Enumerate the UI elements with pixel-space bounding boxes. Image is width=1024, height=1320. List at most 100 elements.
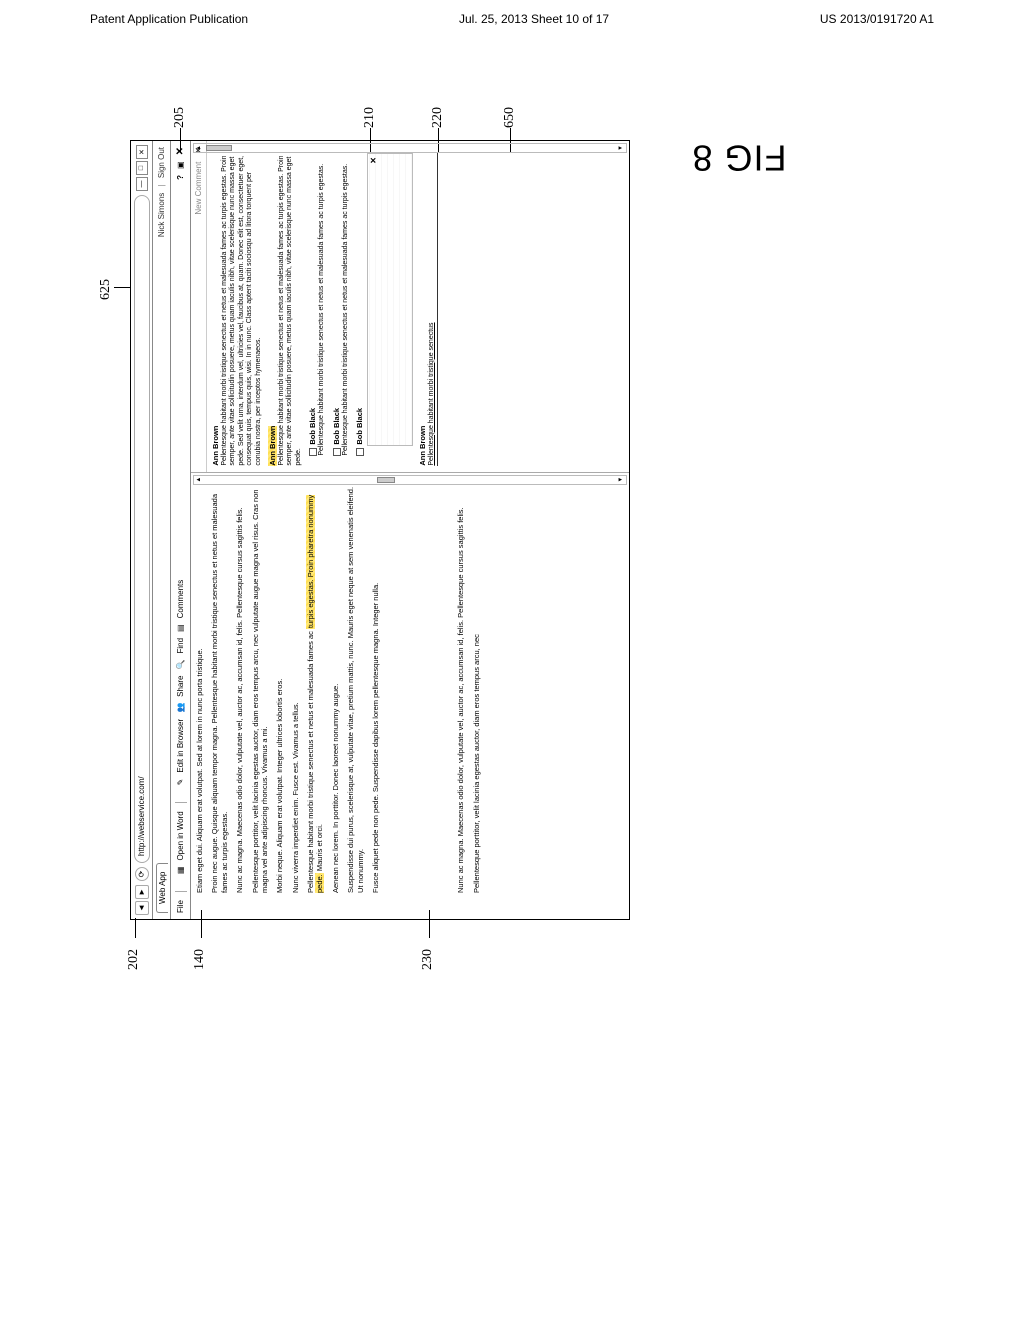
- comment-item[interactable]: Bob BlackPellentesque habitant morbi tri…: [308, 153, 326, 456]
- close-button[interactable]: ✕: [136, 145, 148, 159]
- comment-item[interactable]: Ann BrownPellentesque habitant morbi tri…: [268, 153, 303, 466]
- user-line: Nick Simons | Sign Out: [157, 147, 166, 237]
- share-icon: 👥: [176, 703, 185, 713]
- callout-625: 625: [98, 279, 114, 300]
- comment-item[interactable]: Ann BrownPellentesque habitant morbi tri…: [418, 153, 438, 466]
- doc-p2: Proin nec augue. Quisque aliquam tempor …: [210, 483, 229, 893]
- reply-close-icon[interactable]: ✕: [369, 157, 378, 164]
- content-split: Etiam eget dui. Aliquam erat volutpat. S…: [191, 141, 629, 919]
- doc-pane: Etiam eget dui. Aliquam erat volutpat. S…: [191, 472, 629, 919]
- lead-202: [135, 918, 136, 938]
- toolbar: File ▦ Open in Word ✎ Edit in Browser 👥 …: [171, 141, 191, 919]
- open-in-word[interactable]: Open in Word: [176, 811, 185, 860]
- comment-author: Bob Black: [332, 153, 341, 456]
- callout-205: 205: [172, 107, 188, 128]
- callout-220: 220: [430, 107, 446, 128]
- tabbar: Web App Nick Simons | Sign Out: [153, 141, 171, 919]
- comment-checkbox[interactable]: [309, 448, 317, 456]
- cscroll-thumb[interactable]: [206, 145, 232, 151]
- help-button[interactable]: ?: [176, 175, 185, 180]
- comment-body: Pellentesque habitant morbi tristique se…: [318, 153, 326, 456]
- comment-body: Pellentesque habitant morbi tristique se…: [428, 153, 436, 466]
- comments-scroll[interactable]: Ann BrownPellentesque habitant morbi tri…: [207, 141, 629, 472]
- doc-p5: Morbi neque. Aliquam erat volutpat. Inte…: [275, 483, 284, 893]
- comment-checkbox[interactable]: [333, 448, 341, 456]
- reply-input[interactable]: ✕: [367, 153, 413, 446]
- doc-p7a: Pellentesque habitant morbi tristique se…: [306, 629, 315, 893]
- comments-list: Ann BrownPellentesque habitant morbi tri…: [211, 153, 438, 466]
- max-button[interactable]: □: [136, 161, 148, 175]
- comments-scrollbar[interactable]: ▲ ▼: [193, 143, 627, 153]
- callout-230: 230: [420, 949, 436, 970]
- pub-center: Jul. 25, 2013 Sheet 10 of 17: [459, 12, 609, 26]
- signout-link[interactable]: Sign Out: [157, 147, 166, 178]
- scroll-up-icon[interactable]: ▲: [194, 476, 204, 484]
- doc-p4: Pellentesque porttitor, velit lacinia eg…: [251, 483, 270, 893]
- url-text: http://webservice.com/: [137, 776, 146, 856]
- doc-p10: Fusce aliquet pede non pede. Suspendisse…: [371, 483, 380, 893]
- tab-webapp[interactable]: Web App: [156, 863, 168, 913]
- comments-header: New Comment ✕: [191, 141, 207, 472]
- user-name: Nick Simons: [157, 193, 166, 237]
- doc-p12: Pellentesque porttitor, velit lacinia eg…: [472, 483, 481, 893]
- cscroll-down-icon[interactable]: ▼: [616, 144, 626, 152]
- doc-p8: Aenean nec lorem. In porttitor. Donec la…: [331, 483, 340, 893]
- edit-in-browser[interactable]: Edit in Browser: [176, 719, 185, 773]
- edit-icon: ✎: [176, 779, 185, 786]
- callout-650: 650: [502, 107, 518, 128]
- doc-p6: Nunc viverra imperdiet enim. Fusce est. …: [291, 483, 300, 893]
- nav-arrows: ◄ ►: [135, 885, 149, 915]
- lead-625: [114, 287, 130, 288]
- figure-label: FIG 8: [691, 137, 786, 179]
- rotated-figure: 625 202 140 230 225 205 210 220 650 ◄ ► …: [130, 140, 650, 920]
- page-header: Patent Application Publication Jul. 25, …: [0, 0, 1024, 30]
- pub-right: US 2013/0191720 A1: [820, 12, 934, 26]
- comments-pane: New Comment ✕ Ann BrownPellentesque habi…: [191, 141, 629, 472]
- doc-blank: [386, 483, 456, 893]
- comment-author: Ann Brown: [268, 153, 277, 466]
- doc-scroll[interactable]: Etiam eget dui. Aliquam erat volutpat. S…: [191, 473, 629, 919]
- figure-area: 625 202 140 230 225 205 210 220 650 ◄ ► …: [130, 140, 910, 1240]
- doc-p11: Nunc ac magna. Maecenas odio dolor, vulp…: [456, 483, 465, 893]
- comment-item[interactable]: Bob BlackPellentesque habitant morbi tri…: [332, 153, 350, 456]
- url-bar[interactable]: http://webservice.com/: [134, 195, 150, 863]
- min-button[interactable]: —: [136, 177, 148, 191]
- lead-205: [180, 128, 181, 152]
- comment-checkbox[interactable]: [356, 448, 364, 456]
- window-buttons: — □ ✕: [136, 145, 148, 191]
- browser-window: ◄ ► ⟳ http://webservice.com/ — □ ✕ Web A…: [130, 140, 630, 920]
- find-button[interactable]: Find: [176, 638, 185, 654]
- doc-scrollbar[interactable]: ▲ ▼: [193, 475, 627, 485]
- callout-210: 210: [362, 107, 378, 128]
- back-button[interactable]: ◄: [135, 901, 149, 915]
- titlebar: ◄ ► ⟳ http://webservice.com/ — □ ✕: [131, 141, 153, 919]
- comment-author: Ann Brown: [418, 153, 427, 466]
- scroll-thumb[interactable]: [377, 477, 395, 483]
- share-button[interactable]: Share: [176, 676, 185, 697]
- comment-body: Pellentesque habitant morbi tristique se…: [278, 153, 303, 466]
- refresh-button[interactable]: ⟳: [135, 867, 149, 881]
- new-comment-link[interactable]: New Comment: [194, 162, 203, 215]
- comment-author: Bob Black: [355, 153, 364, 456]
- comments-icon: ▤: [176, 624, 185, 632]
- word-icon: ▦: [176, 867, 185, 875]
- callout-202: 202: [126, 949, 142, 970]
- popout-button[interactable]: ▣: [176, 161, 185, 169]
- comment-body: Pellentesque habitant morbi tristique se…: [342, 153, 350, 456]
- comment-body: Pellentesque habitant morbi tristique se…: [221, 153, 263, 466]
- doc-p3: Nunc ac magna. Maecenas odio dolor, vulp…: [235, 483, 244, 893]
- doc-p7b: Mauris et orci.: [315, 824, 324, 873]
- comment-author: Ann Brown: [211, 153, 220, 466]
- doc-p9: Suspendisse dui purus, scelerisque at, v…: [346, 483, 365, 893]
- comment-author: Bob Black: [308, 153, 317, 456]
- cscroll-up-icon[interactable]: ▲: [194, 144, 204, 152]
- comment-item[interactable]: Ann BrownPellentesque habitant morbi tri…: [211, 153, 263, 466]
- doc-p1: Etiam eget dui. Aliquam erat volutpat. S…: [195, 483, 204, 893]
- scroll-down-icon[interactable]: ▼: [616, 476, 626, 484]
- forward-button[interactable]: ►: [135, 885, 149, 899]
- comments-button[interactable]: Comments: [176, 580, 185, 619]
- comment-item[interactable]: Bob Black ✕: [355, 153, 413, 456]
- doc-p7: Pellentesque habitant morbi tristique se…: [306, 483, 325, 893]
- callout-140: 140: [192, 949, 208, 970]
- file-menu[interactable]: File: [176, 900, 185, 913]
